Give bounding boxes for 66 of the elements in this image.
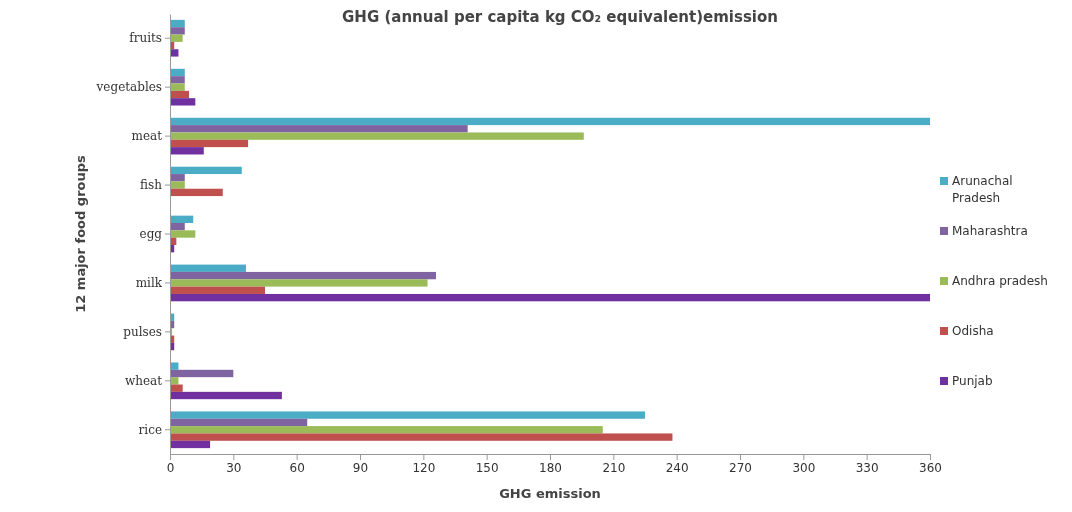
y-axis-title: 12 major food groups xyxy=(73,154,88,313)
y-tick-label: wheat xyxy=(124,373,163,388)
y-tick-label: rice xyxy=(138,422,162,437)
bar xyxy=(170,125,468,133)
x-tick-label: 210 xyxy=(602,460,626,475)
bar xyxy=(170,49,179,57)
bar xyxy=(170,166,242,175)
bar xyxy=(170,132,584,140)
y-tick-label: fish xyxy=(140,177,163,192)
bar xyxy=(170,440,211,449)
y-tick-label: milk xyxy=(135,275,163,290)
bar xyxy=(170,411,645,419)
bar xyxy=(170,27,185,35)
bar xyxy=(170,230,196,238)
bar xyxy=(170,215,194,223)
y-tick-label: egg xyxy=(139,226,163,241)
x-tick-label: 60 xyxy=(289,460,305,475)
x-tick-label: 90 xyxy=(352,460,369,475)
bar xyxy=(170,222,185,231)
bar xyxy=(170,362,179,370)
bar xyxy=(170,83,185,91)
bar xyxy=(170,188,223,197)
bar xyxy=(170,147,204,155)
y-tick-label: vegetables xyxy=(95,80,162,95)
x-tick-label: 300 xyxy=(792,460,816,475)
x-tick-label: 30 xyxy=(226,460,242,475)
legend-label: Punjab xyxy=(952,374,993,388)
y-tick-label: pulses xyxy=(123,324,162,339)
bar xyxy=(170,90,189,99)
x-tick-label: 360 xyxy=(919,460,942,475)
x-tick-label: 330 xyxy=(855,460,879,475)
legend-label: Maharashtra xyxy=(952,224,1028,238)
x-tick-label: 120 xyxy=(412,460,436,475)
x-tick-label: 270 xyxy=(729,460,752,475)
bar xyxy=(170,391,282,400)
x-tick-label: 240 xyxy=(665,460,689,475)
x-tick-label: 150 xyxy=(475,460,499,475)
bar xyxy=(170,181,185,189)
legend-label: Odisha xyxy=(952,324,994,338)
bar xyxy=(170,34,183,42)
bar xyxy=(170,271,436,280)
x-tick-label: 0 xyxy=(166,460,175,475)
bar xyxy=(170,433,673,441)
x-axis-title: GHG emission xyxy=(499,486,601,501)
bar xyxy=(170,369,234,378)
y-tick-label: fruits xyxy=(129,31,162,46)
bar xyxy=(170,139,249,148)
legend-label: Arunachal Pradesh xyxy=(952,174,1013,205)
bar xyxy=(170,384,183,392)
bar xyxy=(170,418,308,427)
x-tick-label: 180 xyxy=(539,460,562,475)
bar xyxy=(170,264,246,272)
bar xyxy=(170,426,603,434)
bar xyxy=(170,174,185,182)
bar xyxy=(170,19,185,28)
bar xyxy=(170,98,196,106)
legend-label: Andhra pradesh xyxy=(952,274,1048,288)
bar xyxy=(170,76,185,84)
bar xyxy=(170,117,930,126)
bar xyxy=(170,279,428,287)
bar xyxy=(170,377,179,385)
bar xyxy=(170,293,930,302)
bar xyxy=(170,68,185,77)
y-tick-label: meat xyxy=(131,128,163,143)
chart-title: GHG (annual per capita kg CO₂ equivalent)emission xyxy=(342,8,778,26)
bar xyxy=(170,286,265,294)
